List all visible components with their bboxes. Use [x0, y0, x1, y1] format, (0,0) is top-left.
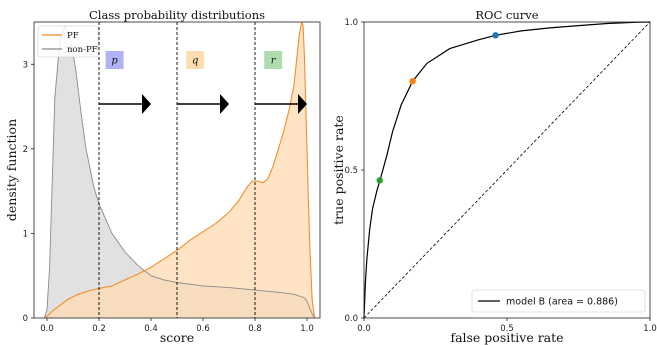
roc-operating-point-0 [376, 177, 383, 184]
left-x-tick-label: 0.0 [40, 324, 54, 334]
right-chart-title: ROC curve [475, 8, 538, 22]
chance-diagonal [363, 21, 651, 319]
annotation-box-q [186, 51, 205, 69]
right-legend-box [471, 289, 646, 313]
left-x-tick-label: 0.8 [248, 324, 262, 334]
left-y-tick-label: 2 [23, 145, 28, 155]
right-x-ticks: 0.0 0.5 1.0 [357, 318, 657, 334]
left-x-tick-label: 1.0 [300, 324, 314, 334]
right-plot-area [363, 21, 651, 319]
left-y-tick-label: 3 [23, 60, 28, 70]
right-y-ticks: 0.0 0.5 1.0 [344, 18, 364, 324]
arrow-head-p [142, 94, 151, 114]
left-x-axis-label: score [160, 330, 194, 345]
annotation-label-r: r [271, 56, 277, 67]
right-x-tick-label: 1.0 [643, 324, 657, 334]
right-legend: model B (area = 0.886) [471, 289, 646, 313]
legend-nonpf-label: non-PF [67, 45, 98, 55]
right-y-tick-label: 1.0 [344, 18, 358, 28]
right-x-axis-label: false positive rate [450, 330, 563, 345]
legend-model-b-label: model B (area = 0.886) [506, 297, 618, 308]
arrow-head-q [220, 94, 229, 114]
left-x-ticks: 0.0 0.2 0.4 0.6 0.8 1.0 [40, 318, 314, 334]
left-x-tick-label: 0.6 [196, 324, 210, 334]
right-y-tick-label: 0.0 [344, 314, 358, 324]
pf-area [44, 22, 315, 318]
left-y-tick-label: 1 [23, 229, 28, 239]
left-legend: PF non-PF [37, 25, 99, 58]
nonpf-area [44, 26, 315, 318]
left-y-axis-label: density function [4, 119, 19, 221]
annotation-box-p [105, 51, 124, 69]
annotation-box-r [264, 51, 283, 69]
right-chart: ROC curve 0.0 0.5 1.0 0.0 0.5 1.0 false posi… [331, 8, 657, 345]
left-plot-area: p q r [43, 22, 316, 318]
left-y-tick-label: 0 [23, 314, 28, 324]
pf-line [44, 22, 316, 318]
right-x-tick-label: 0.0 [357, 324, 371, 334]
annotation-label-p: p [111, 56, 118, 67]
left-chart-title: Class probability distributions [89, 8, 265, 22]
right-x-tick-label: 0.5 [500, 324, 514, 334]
arrow-head-r [298, 94, 307, 114]
right-y-axis-label: true positive rate [331, 115, 346, 225]
roc-operating-point-2 [492, 32, 499, 39]
left-y-ticks: 0 1 2 3 [23, 60, 34, 324]
left-x-tick-label: 0.4 [144, 324, 158, 334]
left-x-tick-label: 0.2 [92, 324, 106, 334]
left-plot-frame [33, 21, 321, 319]
roc-operating-point-1 [409, 78, 416, 85]
annotation-label-q: q [192, 56, 198, 67]
right-y-tick-label: 0.5 [344, 166, 358, 176]
legend-pf-label: PF [67, 31, 79, 41]
